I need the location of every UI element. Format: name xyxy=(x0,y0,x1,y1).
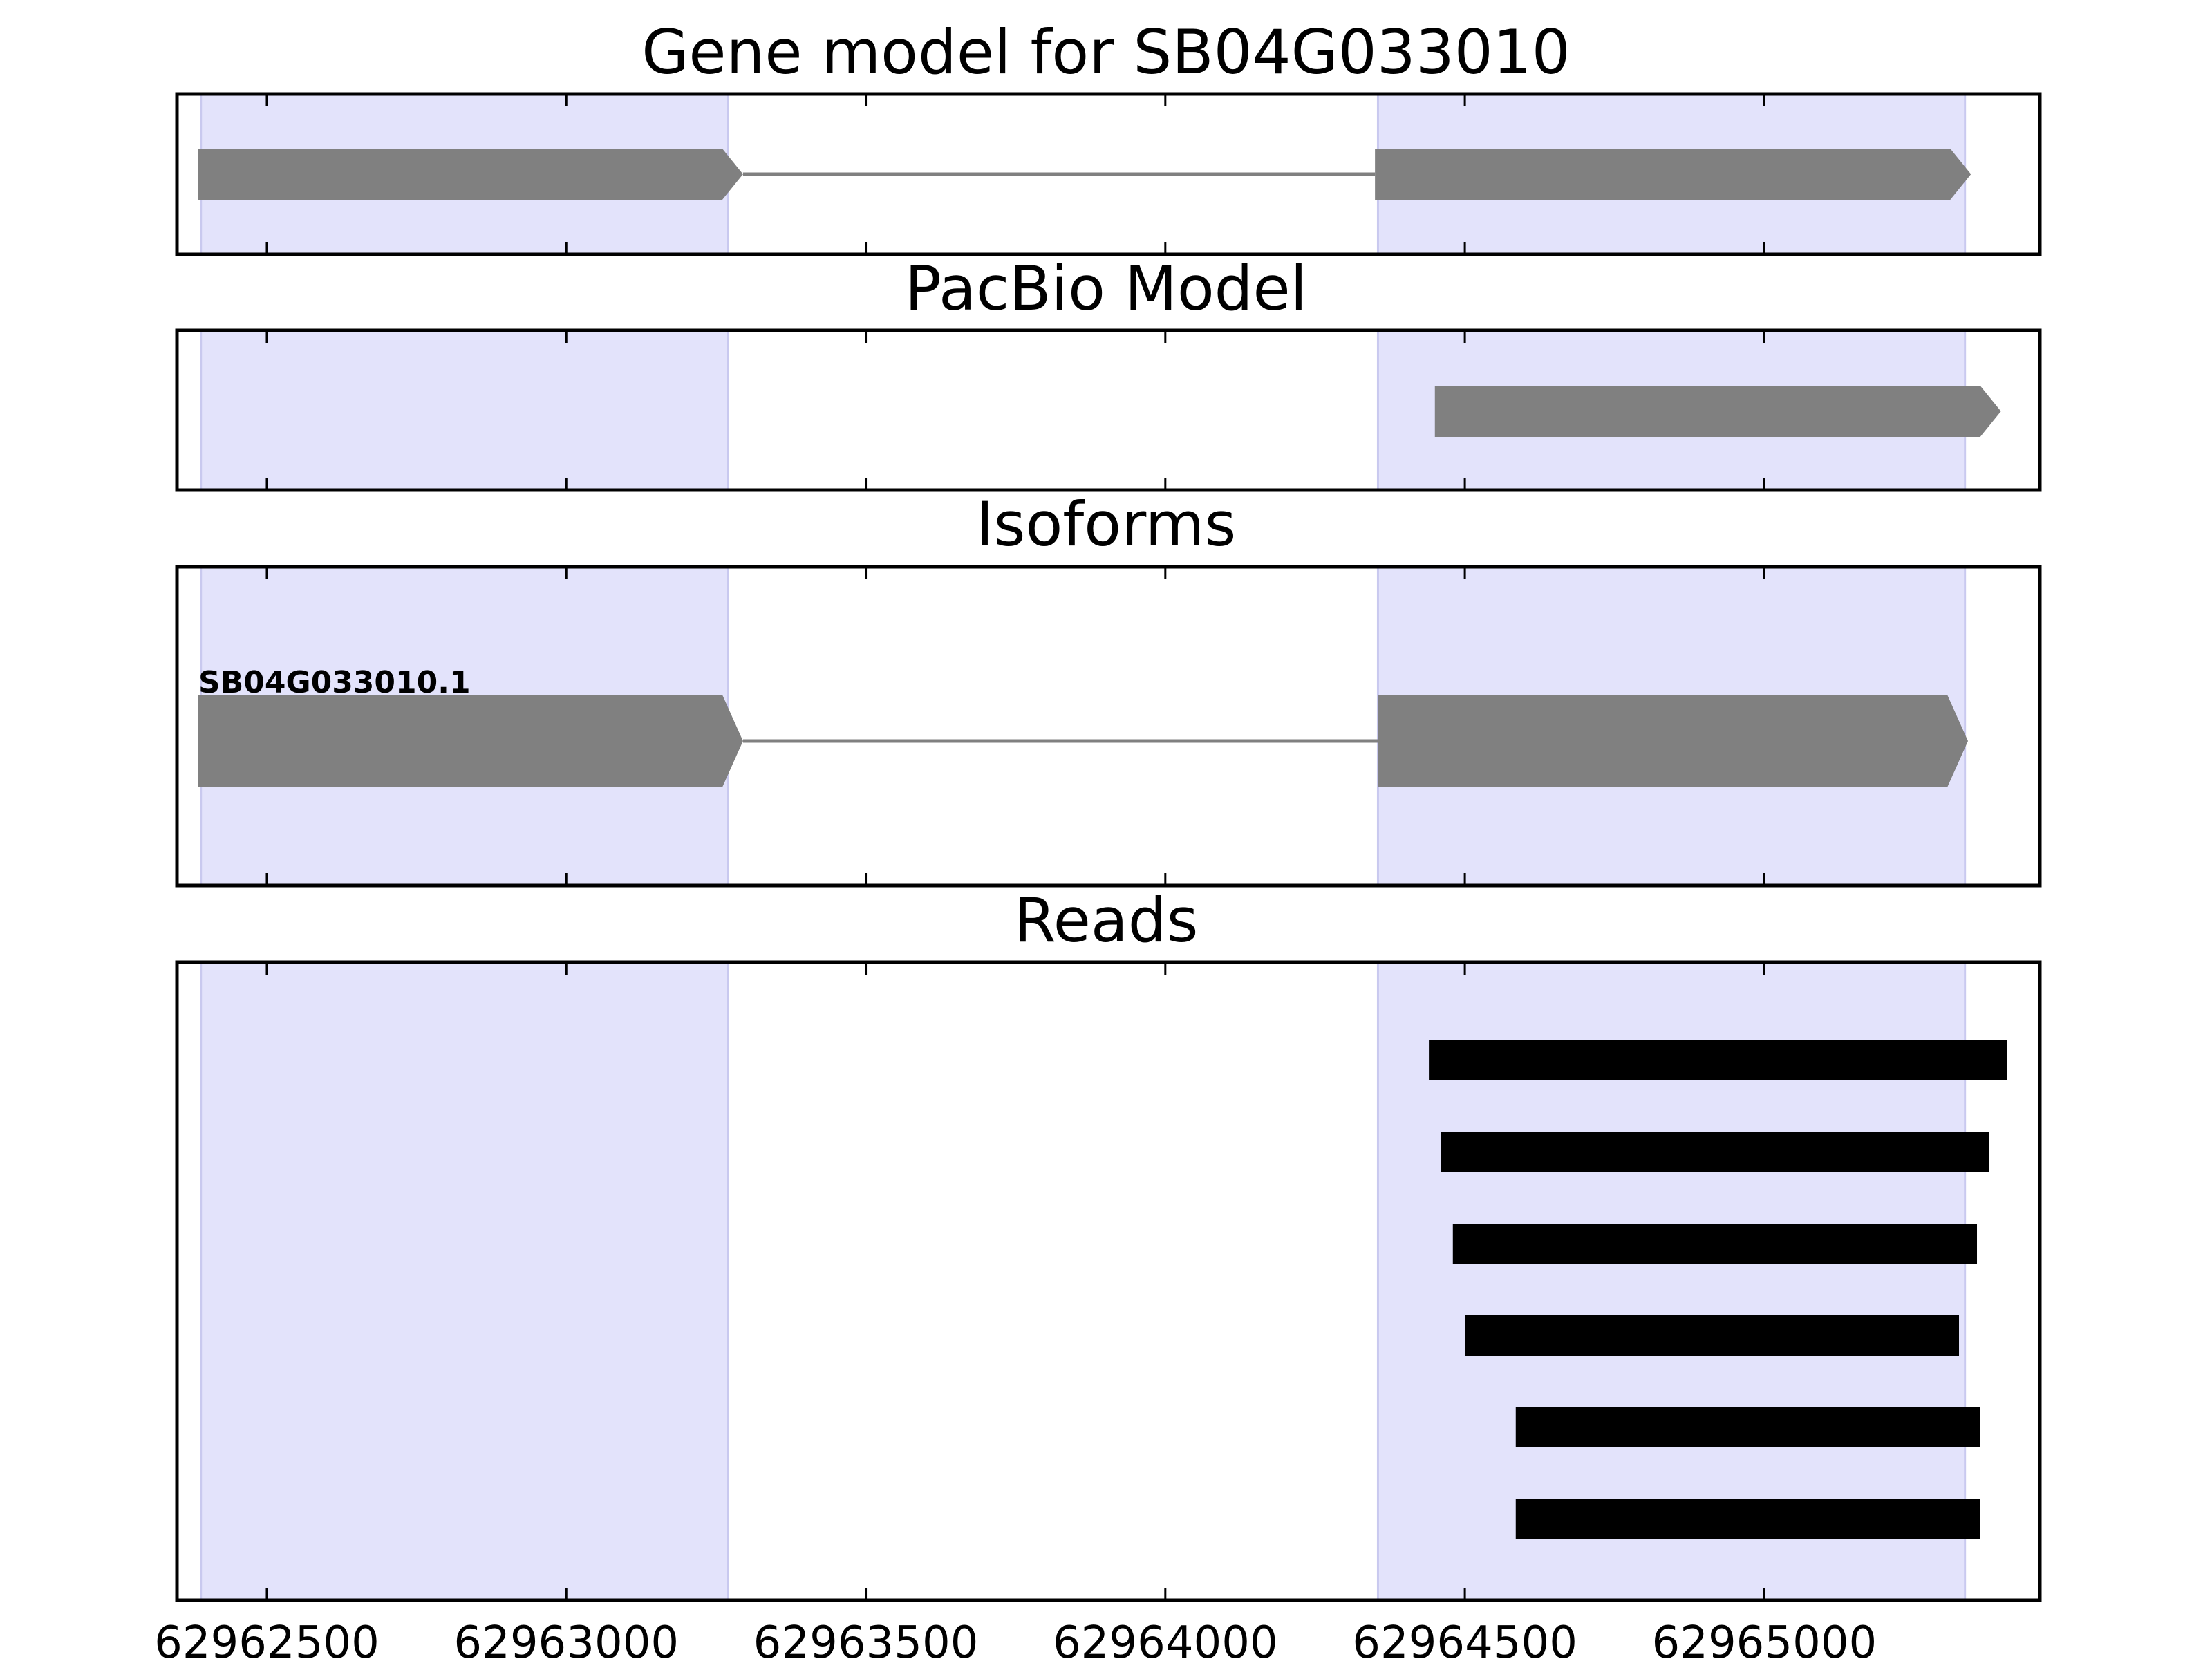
tick-layer xyxy=(265,567,1765,885)
exon-block xyxy=(198,695,743,787)
exon-block xyxy=(198,149,743,200)
exon-highlight-region xyxy=(200,961,729,1602)
panel-frame xyxy=(175,92,2042,256)
x-tick-label: 62964000 xyxy=(1053,1618,1278,1659)
panel-frame xyxy=(175,960,2042,1602)
x-tick-label: 62962500 xyxy=(154,1618,379,1659)
exon-block xyxy=(1434,386,2001,437)
panel-frame xyxy=(175,565,2042,888)
read-bar xyxy=(1441,1132,1989,1172)
exon-block xyxy=(1378,695,1969,787)
read-bar xyxy=(1515,1499,1980,1539)
x-tick-label: 62964500 xyxy=(1352,1618,1577,1659)
read-bar xyxy=(1452,1224,1978,1264)
x-axis-tick-labels: 62962500 62963000 62963500 62964000 62964500… xyxy=(154,1618,1877,1659)
x-tick-label: 62963500 xyxy=(753,1618,979,1659)
tick-layer xyxy=(265,94,1765,254)
panel-title-isoforms: Isoforms xyxy=(976,489,1237,560)
read-bar xyxy=(1515,1407,1980,1447)
read-bar xyxy=(1465,1315,1960,1356)
x-tick-label: 62965000 xyxy=(1652,1618,1877,1659)
panel-pacbio-model: PacBio Model xyxy=(175,253,2042,492)
exon-block xyxy=(1375,149,1971,200)
tick-layer xyxy=(265,962,1765,1600)
tick-layer xyxy=(265,330,1765,490)
panel-isoforms: Isoforms SB04G033010.1 xyxy=(175,489,2042,888)
feature-layer xyxy=(198,695,1969,787)
feature-layer xyxy=(1429,1040,2007,1539)
x-tick-label: 62963000 xyxy=(453,1618,679,1659)
exon-highlight-region xyxy=(200,329,729,491)
read-bar xyxy=(1429,1040,2007,1080)
panel-title-pacbio-model: PacBio Model xyxy=(905,253,1307,324)
panel-reads: Reads xyxy=(175,885,2042,1602)
panel-frame xyxy=(175,328,2042,492)
panel-title-gene-model: Gene model for SB04G033010 xyxy=(641,17,1571,88)
feature-layer xyxy=(198,149,1971,200)
isoform-label: SB04G033010.1 xyxy=(198,665,471,700)
feature-layer xyxy=(1434,386,2001,437)
panel-gene-model: Gene model for SB04G033010 xyxy=(175,17,2042,256)
panel-title-reads: Reads xyxy=(1014,885,1199,956)
